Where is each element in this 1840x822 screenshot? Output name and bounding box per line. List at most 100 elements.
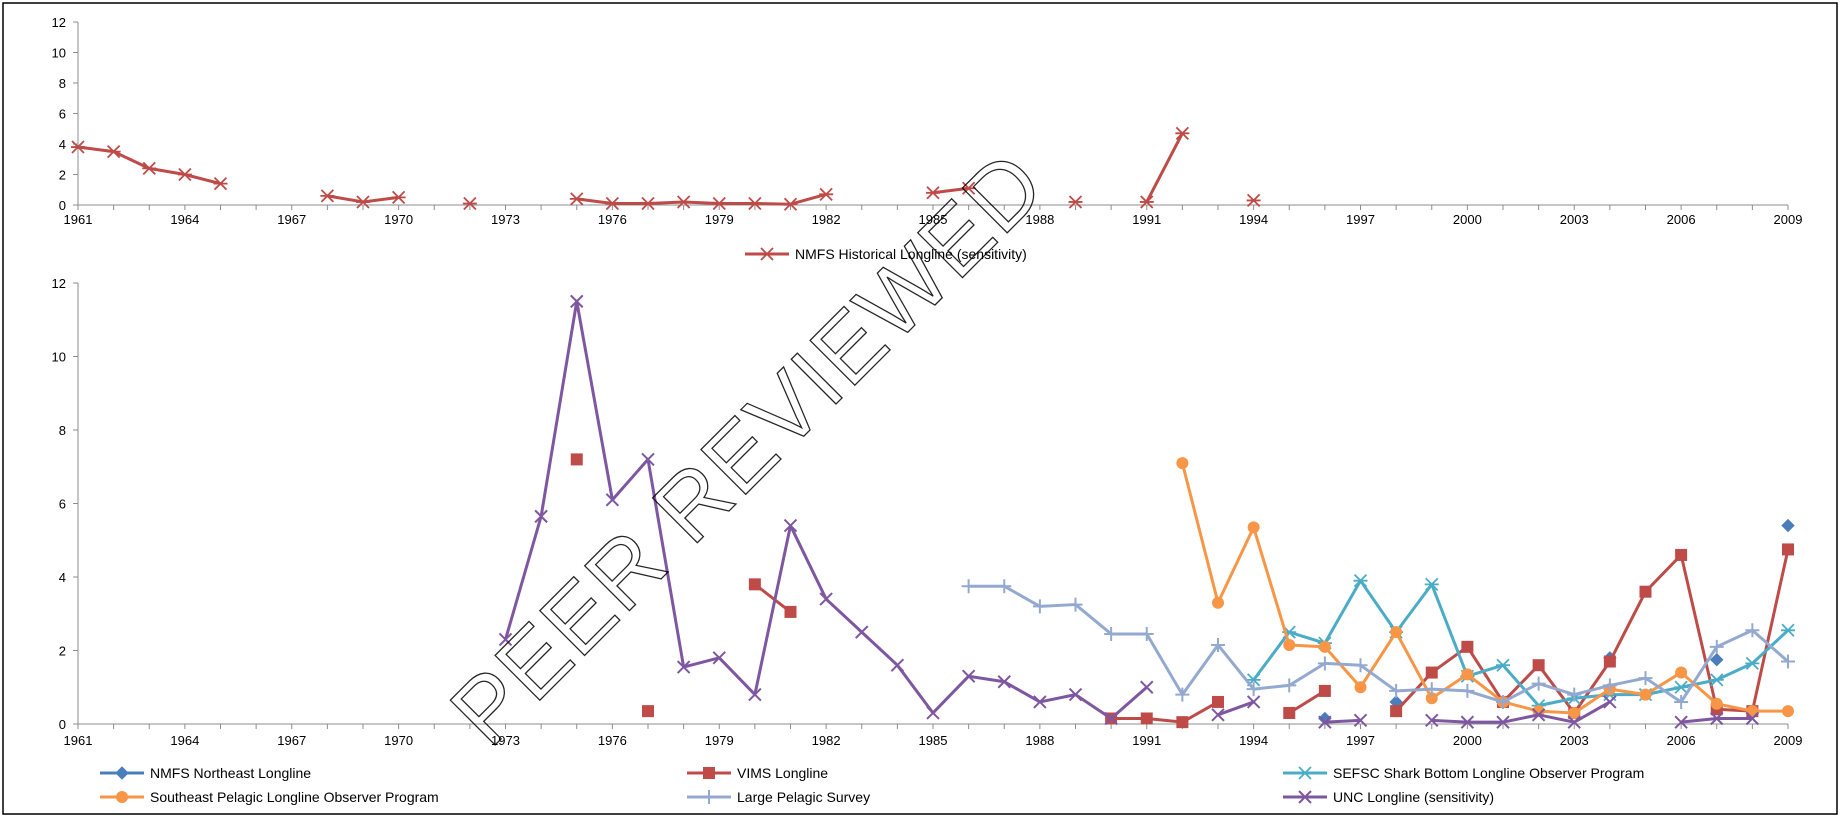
data-point bbox=[1567, 687, 1582, 702]
x-tick-label: 1967 bbox=[277, 212, 306, 227]
data-point bbox=[819, 592, 833, 606]
series-nmfs-historical-longline-sensitivity bbox=[71, 126, 1261, 211]
data-point bbox=[1246, 193, 1261, 208]
x-tick-label: 1967 bbox=[277, 733, 306, 748]
data-point bbox=[1461, 668, 1474, 681]
y-tick-label: 10 bbox=[52, 46, 66, 61]
data-point bbox=[1709, 673, 1724, 687]
y-tick-label: 6 bbox=[59, 107, 66, 122]
top-chart-panel: 0 2 4 6 8 10 12 1961 1964 1967 1970 1973 1976 1979 198… bbox=[52, 15, 1803, 227]
data-point bbox=[356, 195, 370, 209]
x-tick-label: 1970 bbox=[384, 212, 413, 227]
data-point bbox=[997, 579, 1012, 594]
x-tick-label: 1991 bbox=[1132, 212, 1161, 227]
legend-label: Large Pelagic Survey bbox=[737, 789, 870, 805]
data-point bbox=[1211, 637, 1225, 652]
x-tick-label: 1976 bbox=[598, 212, 627, 227]
data-point bbox=[1638, 671, 1653, 686]
data-point bbox=[1176, 716, 1189, 729]
legend-label: Southeast Pelagic Longline Observer Prog… bbox=[150, 789, 439, 805]
legend-marker bbox=[1298, 790, 1312, 804]
data-point bbox=[570, 294, 584, 309]
data-point bbox=[1425, 666, 1438, 679]
legend-marker bbox=[1298, 766, 1312, 780]
data-point bbox=[1531, 676, 1546, 691]
y-tick-label: 6 bbox=[59, 497, 66, 512]
data-point bbox=[142, 161, 157, 176]
x-tick-label: 2003 bbox=[1560, 212, 1589, 227]
data-point bbox=[1033, 695, 1047, 709]
data-point bbox=[1496, 715, 1510, 729]
legend-marker bbox=[760, 247, 774, 261]
data-point bbox=[1247, 521, 1260, 534]
data-point bbox=[783, 518, 798, 533]
legend-marker bbox=[703, 767, 715, 779]
x-tick-label: 1970 bbox=[384, 733, 413, 748]
series-line bbox=[1145, 132, 1184, 203]
data-point bbox=[1709, 639, 1724, 654]
data-point bbox=[1675, 548, 1688, 561]
data-point bbox=[1710, 697, 1723, 710]
data-point bbox=[1211, 708, 1225, 722]
data-point bbox=[1532, 659, 1545, 672]
x-tick-label: 1973 bbox=[491, 733, 520, 748]
data-point bbox=[748, 578, 761, 591]
data-point bbox=[1496, 658, 1510, 672]
x-tick-label: 1988 bbox=[1025, 733, 1054, 748]
data-point bbox=[855, 625, 869, 639]
data-point bbox=[71, 140, 85, 154]
data-point bbox=[569, 192, 584, 206]
data-point bbox=[1674, 694, 1689, 709]
data-point bbox=[1354, 681, 1367, 694]
y-tick-label: 2 bbox=[59, 168, 66, 183]
data-point bbox=[1104, 711, 1118, 726]
data-point bbox=[642, 705, 654, 718]
data-point bbox=[712, 651, 726, 665]
series-line bbox=[1111, 700, 1219, 724]
legend-label: NMFS Northeast Longline bbox=[150, 765, 311, 781]
x-tick-label: 1988 bbox=[1025, 212, 1054, 227]
y-tick-label: 0 bbox=[59, 198, 66, 213]
data-point bbox=[997, 675, 1011, 689]
data-point bbox=[712, 196, 727, 211]
data-point bbox=[1390, 626, 1403, 639]
data-point bbox=[1140, 712, 1153, 725]
data-point bbox=[641, 452, 655, 467]
data-point bbox=[498, 632, 513, 647]
data-point bbox=[1175, 687, 1190, 702]
data-point bbox=[1212, 695, 1224, 708]
data-point bbox=[926, 706, 940, 720]
data-point bbox=[320, 189, 335, 203]
data-point bbox=[1602, 678, 1617, 693]
data-point bbox=[1782, 705, 1794, 718]
data-point bbox=[1603, 695, 1617, 709]
data-point bbox=[1246, 682, 1261, 697]
data-point bbox=[1283, 706, 1296, 719]
x-tick-label: 2000 bbox=[1453, 212, 1482, 227]
x-tick-label: 2006 bbox=[1667, 212, 1696, 227]
data-point bbox=[1139, 195, 1154, 209]
data-point bbox=[1283, 638, 1296, 651]
data-point bbox=[1675, 666, 1688, 679]
data-point bbox=[1745, 623, 1760, 638]
y-tick-label: 10 bbox=[52, 350, 66, 365]
x-tick-label: 1982 bbox=[812, 733, 841, 748]
data-point bbox=[1353, 574, 1368, 588]
x-tick-label: 1997 bbox=[1346, 212, 1375, 227]
data-point bbox=[926, 186, 940, 200]
x-tick-label: 1994 bbox=[1239, 733, 1268, 748]
data-point bbox=[1424, 682, 1439, 697]
x-tick-label: 1961 bbox=[64, 212, 93, 227]
legend-label: SEFSC Shark Bottom Longline Observer Pro… bbox=[1333, 765, 1644, 781]
series-line bbox=[1431, 700, 1611, 724]
x-tick-label: 2003 bbox=[1560, 733, 1589, 748]
y-tick-label: 4 bbox=[59, 570, 66, 585]
data-point bbox=[534, 509, 548, 524]
data-point bbox=[1781, 623, 1795, 637]
x-tick-label: 1982 bbox=[812, 212, 841, 227]
data-point bbox=[1032, 599, 1047, 614]
x-tick-label: 2000 bbox=[1453, 733, 1482, 748]
data-point bbox=[1390, 705, 1403, 718]
